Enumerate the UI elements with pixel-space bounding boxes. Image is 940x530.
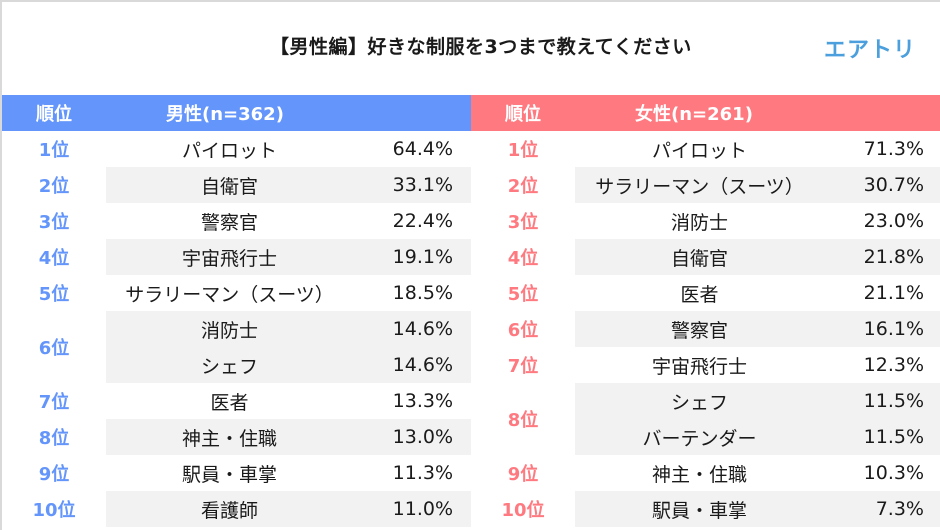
- job-name: 神主・住職: [181, 427, 277, 450]
- rank-label: 6位: [507, 320, 539, 341]
- job-name: パイロット: [181, 139, 277, 162]
- rank-label: 6位: [38, 338, 70, 359]
- percentage: 7.3%: [875, 498, 924, 520]
- brand-logo: エアトリ: [824, 38, 917, 63]
- percentage: 19.1%: [392, 246, 453, 268]
- percentage: 71.3%: [863, 138, 924, 160]
- table-row: 10位 駅員・車掌 7.3%: [471, 491, 940, 527]
- tied-rank-group: 8位 シェフ 11.5% バーテンダー 11.5%: [471, 383, 940, 455]
- job-name: サラリーマン（スーツ）: [125, 283, 334, 306]
- table-row: 4位 宇宙飛行士 19.1%: [2, 239, 471, 275]
- job-name: 神主・住職: [651, 463, 747, 486]
- job-name: 宇宙飛行士: [651, 355, 747, 378]
- job-name: 駅員・車掌: [651, 499, 747, 522]
- table-row: 7位 医者 13.3%: [2, 383, 471, 419]
- percentage: 16.1%: [863, 318, 924, 340]
- female-ranking-table: 順位 女性(n=261) 1位 パイロット 71.3% 2位 サラリーマン（スーツ…: [471, 95, 940, 527]
- job-name: シェフ: [670, 391, 728, 414]
- table-row: 消防士 14.6%: [106, 311, 471, 347]
- percentage: 11.3%: [392, 462, 453, 484]
- rank-label: 7位: [507, 356, 539, 377]
- female-table-header: 順位 女性(n=261): [471, 95, 940, 131]
- header-group-label: 男性(n=362): [166, 104, 284, 125]
- male-table-header: 順位 男性(n=362): [2, 95, 471, 131]
- percentage: 14.6%: [392, 354, 453, 376]
- table-row: 10位 看護師 11.0%: [2, 491, 471, 527]
- rank-label: 1位: [38, 140, 70, 161]
- job-name: 警察官: [670, 319, 728, 342]
- job-name: サラリーマン（スーツ）: [595, 175, 804, 198]
- table-row: シェフ 14.6%: [106, 347, 471, 383]
- rank-label: 3位: [507, 212, 539, 233]
- table-row: 2位 自衛官 33.1%: [2, 167, 471, 203]
- percentage: 13.0%: [392, 426, 453, 448]
- job-name: 宇宙飛行士: [181, 247, 277, 270]
- rank-label: 4位: [38, 248, 70, 269]
- percentage: 10.3%: [863, 462, 924, 484]
- percentage: 21.1%: [863, 282, 924, 304]
- table-row: 1位 パイロット 64.4%: [2, 131, 471, 167]
- rank-label: 1位: [507, 140, 539, 161]
- job-name: 消防士: [670, 211, 728, 234]
- table-row: 4位 自衛官 21.8%: [471, 239, 940, 275]
- table-row: 9位 駅員・車掌 11.3%: [2, 455, 471, 491]
- table-row: 8位 神主・住職 13.0%: [2, 419, 471, 455]
- job-name: 看護師: [200, 499, 258, 522]
- table-row: 2位 サラリーマン（スーツ） 30.7%: [471, 167, 940, 203]
- rank-label: 7位: [38, 392, 70, 413]
- male-ranking-table: 順位 男性(n=362) 1位 パイロット 64.4% 2位 自衛官 33.1% 3…: [2, 95, 471, 527]
- job-name: パイロット: [651, 139, 747, 162]
- rank-label: 8位: [507, 410, 539, 431]
- table-row: シェフ 11.5%: [575, 383, 940, 419]
- percentage: 11.5%: [863, 390, 924, 412]
- job-name: 医者: [210, 391, 249, 414]
- percentage: 64.4%: [392, 138, 453, 160]
- rank-label: 2位: [38, 176, 70, 197]
- percentage: 22.4%: [392, 210, 453, 232]
- percentage: 30.7%: [863, 174, 924, 196]
- tied-rank-group: 6位 消防士 14.6% シェフ 14.6%: [2, 311, 471, 383]
- table-row: バーテンダー 11.5%: [575, 419, 940, 455]
- table-row: 6位 警察官 16.1%: [471, 311, 940, 347]
- percentage: 21.8%: [863, 246, 924, 268]
- survey-title-text: 【男性編】好きな制服を3つまで教えてください: [270, 36, 692, 58]
- header-rank-label: 順位: [36, 104, 72, 125]
- job-name: 警察官: [200, 211, 258, 234]
- header-rank-label: 順位: [505, 104, 541, 125]
- table-row: 3位 消防士 23.0%: [471, 203, 940, 239]
- table-row: 5位 医者 21.1%: [471, 275, 940, 311]
- job-name: 自衛官: [200, 175, 258, 198]
- rank-label: 5位: [38, 284, 70, 305]
- percentage: 33.1%: [392, 174, 453, 196]
- rank-label: 3位: [38, 212, 70, 233]
- rank-label: 4位: [507, 248, 539, 269]
- table-row: 3位 警察官 22.4%: [2, 203, 471, 239]
- rank-label: 10位: [32, 500, 76, 521]
- rank-label: 8位: [38, 428, 70, 449]
- percentage: 13.3%: [392, 390, 453, 412]
- percentage: 11.5%: [863, 426, 924, 448]
- job-name: 医者: [680, 283, 719, 306]
- percentage: 18.5%: [392, 282, 453, 304]
- rank-label: 5位: [507, 284, 539, 305]
- rank-label: 2位: [507, 176, 539, 197]
- percentage: 11.0%: [392, 498, 453, 520]
- percentage: 12.3%: [863, 354, 924, 376]
- table-row: 7位 宇宙飛行士 12.3%: [471, 347, 940, 383]
- job-name: シェフ: [200, 355, 258, 378]
- rank-label: 9位: [38, 464, 70, 485]
- rank-label: 10位: [501, 500, 545, 521]
- job-name: 自衛官: [670, 247, 728, 270]
- percentage: 23.0%: [863, 210, 924, 232]
- header-group-label: 女性(n=261): [635, 104, 753, 125]
- percentage: 14.6%: [392, 318, 453, 340]
- table-row: 5位 サラリーマン（スーツ） 18.5%: [2, 275, 471, 311]
- rank-label: 9位: [507, 464, 539, 485]
- table-row: 9位 神主・住職 10.3%: [471, 455, 940, 491]
- job-name: 駅員・車掌: [181, 463, 277, 486]
- table-row: 1位 パイロット 71.3%: [471, 131, 940, 167]
- job-name: 消防士: [200, 319, 258, 342]
- job-name: バーテンダー: [642, 427, 757, 450]
